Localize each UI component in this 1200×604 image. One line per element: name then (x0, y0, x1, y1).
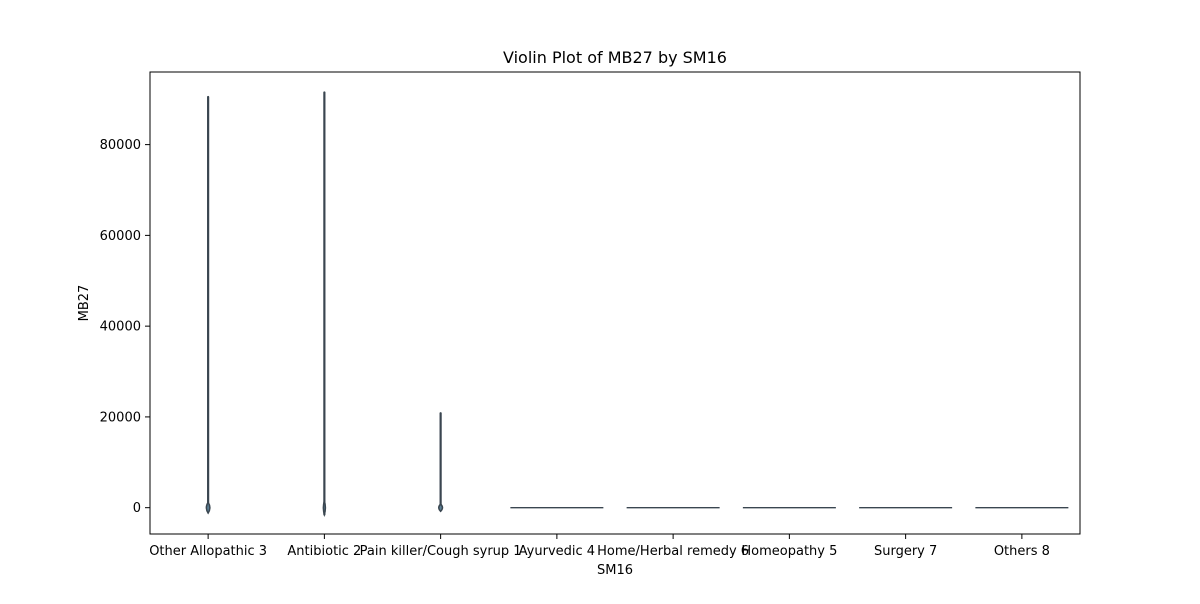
x-tick-label: Ayurvedic 4 (519, 544, 595, 559)
x-tick-label: Others 8 (994, 544, 1050, 559)
y-axis: 0 20000 40000 60000 80000 (100, 138, 150, 516)
x-tick-label: Home/Herbal remedy 6 (597, 544, 749, 559)
x-axis-label: SM16 (597, 563, 633, 578)
violin-bulge (322, 498, 327, 518)
y-tick-label: 0 (133, 501, 141, 516)
x-tick-label: Homeopathy 5 (741, 544, 837, 559)
violin-bulge (437, 503, 444, 513)
x-tick-label: Antibiotic 2 (287, 544, 361, 559)
y-tick-label: 40000 (100, 320, 141, 335)
y-tick-label: 60000 (100, 229, 141, 244)
plot-frame (149, 71, 1081, 535)
plot-area (205, 91, 1069, 518)
x-tick-label: Other Allopathic 3 (149, 544, 267, 559)
x-tick-label: Surgery 7 (874, 544, 937, 559)
violin-bulge (205, 500, 211, 515)
chart-title: Violin Plot of MB27 by SM16 (503, 48, 727, 67)
y-tick-label: 80000 (100, 138, 141, 153)
y-tick-label: 20000 (100, 410, 141, 425)
x-tick-label: Pain killer/Cough syrup 1 (360, 544, 522, 559)
y-axis-label: MB27 (77, 285, 92, 322)
